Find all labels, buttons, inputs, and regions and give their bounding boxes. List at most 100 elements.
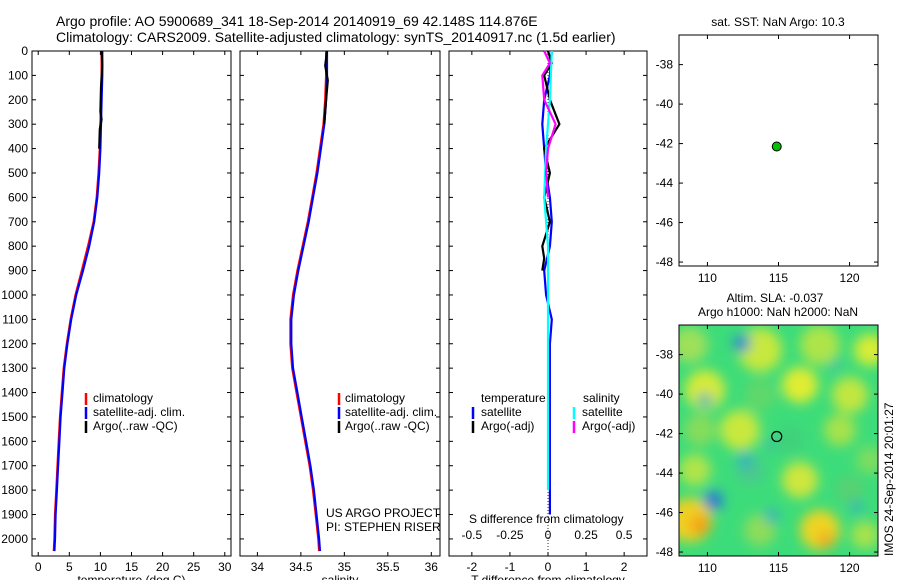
sla-anomaly [684, 414, 716, 446]
series-line-satellite-adj-clim- [53, 51, 104, 552]
y-tick-label: -44 [656, 176, 674, 190]
y-tick-label: 1600 [1, 434, 28, 448]
sla-anomaly [776, 426, 804, 454]
legend-title-salinity: salinity [583, 391, 620, 405]
series-line-salinity-satellite [543, 50, 553, 491]
x-tick-label: 36 [425, 560, 439, 574]
x-tick-label: 34 [251, 560, 265, 574]
x-tick-label: 30 [218, 560, 232, 574]
sla-anomaly [824, 414, 856, 446]
x-tick-label: 15 [125, 560, 139, 574]
plot-frame [239, 50, 441, 557]
y-tick-label: 100 [8, 68, 28, 82]
top-tick-label: 0.25 [574, 528, 598, 542]
sla-anomaly [765, 509, 779, 523]
x-axis-label: temperature (deg C) [77, 573, 185, 580]
legend-title-temperature: temperature [481, 391, 546, 405]
legend-label-temp-argo: Argo(-adj) [481, 419, 534, 433]
x-axis-label: salinity [322, 573, 359, 580]
x-tick-label: 35.5 [376, 560, 400, 574]
x-tick-label: 1 [583, 560, 590, 574]
sla-anomaly [782, 462, 818, 498]
salinity-panel: 34 34.5 35 35.5 36 salinity [239, 50, 441, 585]
x-tick-label: 0 [35, 560, 42, 574]
difference-legend: temperature satellite Argo(-adj) salinit… [471, 391, 635, 433]
sla-anomaly [832, 377, 868, 413]
y-tick-label: 1000 [1, 288, 28, 302]
sla-anomaly [856, 446, 878, 474]
sla-anomaly [818, 532, 834, 548]
sla-anomaly [744, 379, 776, 411]
y-tick-label: 1400 [1, 386, 28, 400]
series-line-salinity-argo-adj- [541, 50, 557, 198]
sla-anomaly [829, 359, 841, 371]
watermark: IMOS 24-Sep-2014 20:01:27 [882, 402, 896, 556]
y-tick-label: 300 [8, 117, 28, 131]
title-line1: Argo profile: AO 5900689_341 18-Sep-2014… [56, 13, 538, 29]
y-tick-label: -38 [656, 58, 674, 72]
x-tick-label: -2 [467, 560, 478, 574]
sla-anomaly [690, 515, 710, 535]
y-tick-label: 0 [21, 44, 28, 58]
argo-float-marker [771, 141, 782, 152]
y-tick-label: 1700 [1, 459, 28, 473]
legend-label-sal-argo: Argo(-adj) [582, 419, 635, 433]
series-line-argo-raw-qc- [98, 50, 104, 149]
x-tick-label: 5 [66, 560, 73, 574]
sla-anomaly [720, 410, 760, 450]
y-tick-label: -48 [656, 545, 674, 559]
y-tick-label: 600 [8, 190, 28, 204]
top-tick-label: 0.5 [616, 528, 633, 542]
sla-anomaly [679, 454, 711, 486]
x-tick-label: 110 [698, 271, 717, 285]
y-tick-label: 1800 [1, 483, 28, 497]
sst-map-title: sat. SST: NaN Argo: 10.3 [711, 15, 845, 29]
sla-anomaly [764, 439, 776, 451]
y-tick-label: 900 [8, 264, 28, 278]
x-tick-label: 115 [769, 561, 788, 575]
y-tick-label: 200 [8, 93, 28, 107]
legend-label-climatology: climatology [345, 391, 405, 405]
y-tick-label: 1300 [1, 361, 28, 375]
y-tick-label: -46 [656, 216, 674, 230]
x-tick-label: 25 [187, 560, 201, 574]
x-tick-label: 10 [94, 560, 108, 574]
x-tick-label: 35 [338, 560, 352, 574]
legend-label-climatology: climatology [93, 391, 153, 405]
series-line-temperature-argo-adj- [541, 50, 561, 271]
title-line2: Climatology: CARS2009. Satellite-adjuste… [56, 29, 616, 45]
y-tick-label: -40 [656, 97, 674, 111]
x-tick-label: 34.5 [289, 560, 313, 574]
sla-anomaly [836, 476, 864, 504]
y-tick-label: 1200 [1, 337, 28, 351]
x-axis-label: T difference from climatology [471, 573, 625, 580]
y-tick-label: 400 [8, 142, 28, 156]
plot-frame [31, 50, 232, 557]
s-difference-label: S difference from climatology [469, 512, 624, 526]
temperature-panel: 0 5 10 15 20 25 300100200300400500600700800900… [1, 44, 232, 585]
sla-map-panel: 110 115 120 -38 -40 -42 -44 -46 -48 [656, 324, 879, 575]
sla-anomaly [851, 501, 863, 513]
y-tick-label: -40 [656, 387, 674, 401]
y-tick-label: 800 [8, 239, 28, 253]
series-line-temperature-satellite [541, 50, 553, 515]
y-tick-label: 500 [8, 166, 28, 180]
y-tick-label: -38 [656, 348, 674, 362]
argo-float-location [771, 430, 783, 443]
y-tick-label: 2000 [1, 532, 28, 546]
sla-anomaly [854, 334, 878, 366]
sla-anomaly [685, 370, 725, 410]
y-tick-label: 1100 [2, 312, 28, 326]
project-credit: US ARGO PROJECT [326, 506, 441, 520]
x-tick-label: 115 [769, 271, 788, 285]
salinity-legend: climatology satellite-adj. clim. Argo(..… [337, 391, 437, 433]
legend-label-argo: Argo(..raw -QC) [345, 419, 430, 433]
sla-anomaly [679, 327, 708, 363]
legend-label-temp-satellite: satellite [481, 405, 522, 419]
sla-anomaly [851, 521, 878, 549]
y-tick-label: 700 [8, 215, 28, 229]
sla-anomaly [737, 452, 753, 468]
y-tick-label: -42 [656, 427, 674, 441]
